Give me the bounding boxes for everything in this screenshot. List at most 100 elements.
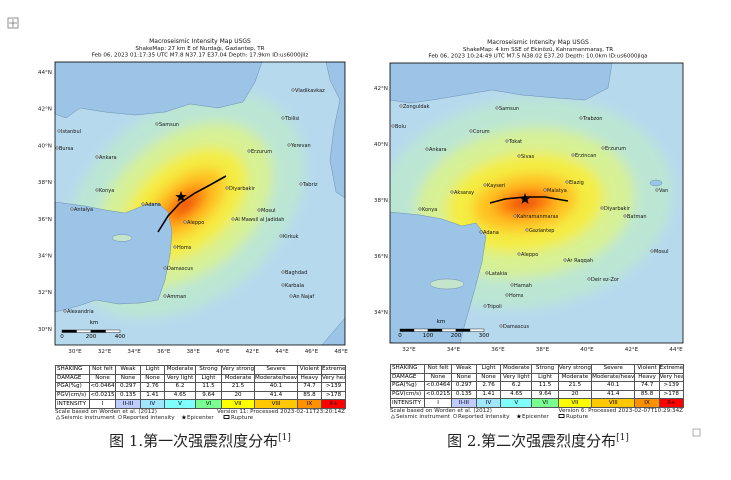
table-cell: Severe	[591, 364, 636, 374]
map: Istanbul Bursa Ankara Samsun Konya Antalya Ada…	[55, 62, 345, 345]
island	[429, 278, 465, 290]
table-cell: Light	[195, 373, 222, 384]
intensity-zone	[509, 196, 541, 210]
lat-label: 34°N	[38, 254, 52, 260]
city-dot	[141, 202, 145, 206]
table-row: PGA(%g) <0.0464 0.297 2.76 6.2 11.5 21.5 40.1 74…	[389, 381, 684, 391]
city-label: Elazig	[569, 180, 584, 186]
table-cell: 41.4	[591, 389, 636, 400]
corner-box	[692, 428, 701, 437]
sea	[390, 211, 487, 343]
lon-label: 30°E	[68, 349, 82, 355]
table-cell: IX	[634, 398, 660, 408]
city-dot	[571, 153, 575, 157]
table-cell: Strong	[531, 364, 559, 374]
city-label: Aleppo	[187, 220, 204, 226]
lat-label: 44°N	[38, 70, 52, 76]
city-dot	[565, 180, 569, 184]
table-cell: IX	[297, 399, 322, 409]
city-dot	[391, 124, 395, 128]
lat-label: 38°N	[38, 180, 52, 186]
city-dot	[505, 139, 509, 143]
table-cell: 40.1	[591, 381, 636, 391]
table-cell: SHAKING	[389, 364, 426, 374]
table-cell: Weak	[450, 364, 477, 374]
footer-version: Version 11: Processed 2023-02-11T23:20:1…	[217, 409, 345, 415]
figure-caption: 图 1.第一次强震烈度分布[1]	[109, 432, 291, 450]
city-dot	[163, 266, 167, 270]
table-cell: 9.64	[195, 390, 222, 401]
city-dot	[563, 258, 567, 262]
city-label: Alexandria	[67, 309, 94, 315]
footer-legend-item: Seismic instrument	[396, 414, 451, 420]
table-cell: 6.2	[164, 382, 196, 392]
table-cell: Very strong	[221, 365, 255, 375]
table-cell: Strong	[195, 365, 222, 375]
table-cell: X+	[321, 399, 346, 409]
map-frame	[389, 62, 684, 344]
city-label: Tripoli	[486, 304, 502, 310]
table-cell: Weak	[115, 365, 141, 375]
scale-bar-segment	[76, 329, 92, 333]
city-label: Antalya	[74, 207, 93, 213]
city-dot	[479, 230, 483, 234]
table-cell: Severe	[254, 365, 298, 375]
table-cell: II-III	[450, 398, 477, 408]
footer-version: Version 6: Processed 2023-02-07T10:29:34…	[559, 408, 684, 414]
city-label: Tokat	[508, 139, 522, 145]
table-cell: II-III	[115, 399, 141, 409]
table-cell: V	[500, 398, 533, 408]
table-cell: >178	[658, 389, 684, 400]
map: Zonguldak Bolu Samsun Trabzon Corum Tokat Siva…	[390, 63, 683, 343]
table-cell: 20	[557, 389, 593, 400]
city-label: Adana	[483, 230, 499, 236]
city-label: Aleppo	[521, 252, 538, 258]
instrument-symbol	[390, 413, 396, 419]
city-label: Aksaray	[454, 190, 474, 196]
city-label: Gaziantep	[529, 228, 554, 234]
table-cell: 21.5	[557, 381, 593, 391]
table-cell: 2.76	[140, 382, 165, 392]
footer-reference: Scale based on Worden et al. (2012)	[55, 409, 157, 415]
table-cell: PGA(%g)	[389, 381, 426, 391]
table-cell: SHAKING	[55, 365, 90, 375]
table-cell: 11.5	[195, 382, 222, 392]
city-dot	[425, 147, 429, 151]
table-cell: >178	[321, 390, 346, 401]
table-cell: 1.41	[475, 389, 502, 400]
scale-bar-segment	[427, 328, 443, 332]
table-row: SHAKING Not felt Weak Light Moderate Strong Ve…	[389, 364, 684, 374]
scale-bar-segment	[413, 328, 429, 332]
city-label: Bolu	[395, 124, 406, 130]
table-cell: >139	[321, 382, 346, 392]
sea	[321, 317, 345, 345]
table-cell: 0.135	[115, 390, 141, 401]
table-cell: <0.0215	[89, 390, 116, 401]
city-dot	[510, 283, 514, 287]
lon-label: 44°E	[275, 349, 289, 355]
table-cell: 41.4	[254, 390, 298, 401]
city-label: Damascus	[503, 324, 529, 330]
scale-bar-segment	[61, 329, 77, 333]
table-cell: None	[115, 373, 141, 384]
table-cell: Very light	[500, 372, 533, 383]
table-cell: Light	[531, 372, 559, 383]
map-header: Macroseismic Intensity Map USGS	[149, 38, 251, 45]
table-cell: Moderate	[500, 364, 533, 374]
table-cell: Violent	[297, 365, 322, 375]
table-cell: VIII	[591, 398, 636, 408]
sea	[390, 63, 613, 104]
table-cell: Very heavy	[658, 372, 684, 383]
city-label: Mosul	[654, 249, 669, 255]
city-dot	[587, 277, 591, 281]
city-label: Trabzon	[582, 116, 602, 122]
city-label: Tabriz	[302, 182, 318, 188]
table-cell: 4.65	[164, 390, 196, 401]
city-label: Diyarbakir	[604, 206, 631, 212]
table-cell: <0.0464	[89, 382, 116, 392]
table-cell: Moderate	[221, 373, 255, 384]
table-cell: 4.65	[500, 389, 533, 400]
lon-label: 44°E	[669, 347, 683, 353]
table-cell: Heavy	[297, 373, 322, 384]
